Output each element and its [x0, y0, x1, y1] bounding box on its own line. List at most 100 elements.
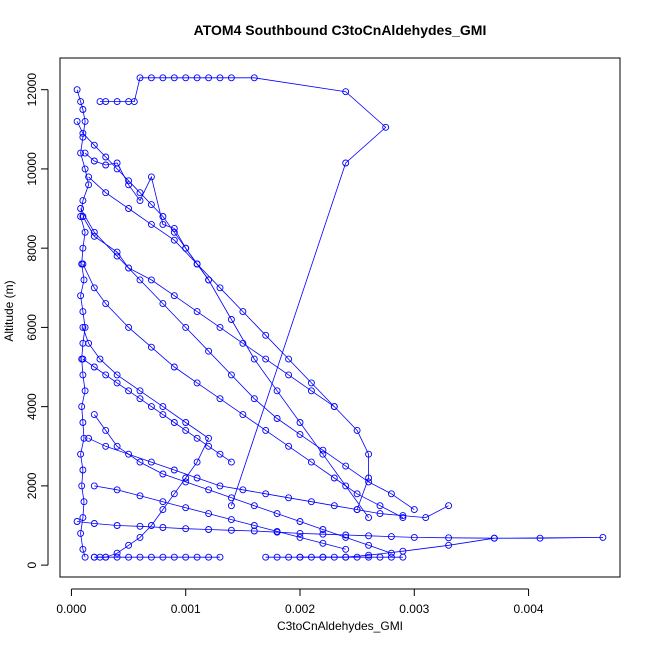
data-point: [353, 490, 361, 498]
data-point: [81, 117, 89, 125]
data-point: [79, 308, 87, 316]
data-point: [81, 228, 89, 236]
series-15: [79, 355, 235, 466]
data-point: [170, 553, 178, 561]
y-axis: 0 2000 4000 6000 8000 10000 12000: [25, 73, 49, 568]
data-point: [90, 284, 98, 292]
x-tick-label: 0.004: [514, 602, 544, 616]
data-point: [227, 494, 235, 502]
data-point: [90, 228, 98, 236]
data-point: [77, 149, 85, 157]
data-point: [205, 553, 213, 561]
data-point: [147, 220, 155, 228]
data-point: [170, 419, 178, 426]
data-point: [102, 371, 110, 379]
data-point: [227, 371, 235, 379]
data-point: [342, 482, 350, 490]
data-point: [85, 339, 93, 347]
chart-title: ATOM4 Southbound C3toCnAldehydes_GMI: [194, 22, 487, 38]
data-point: [273, 553, 281, 561]
data-point: [79, 197, 87, 205]
data-point: [79, 545, 87, 553]
series-6: [79, 260, 407, 522]
data-point: [330, 553, 338, 561]
data-point: [387, 549, 395, 557]
data-point: [353, 553, 361, 561]
data-point: [205, 434, 213, 442]
data-point: [136, 197, 144, 205]
data-point: [182, 504, 190, 512]
data-point: [330, 502, 338, 510]
data-point: [96, 355, 104, 363]
data-point: [273, 387, 281, 395]
data-point: [147, 173, 155, 181]
data-point: [250, 527, 258, 535]
data-point: [90, 232, 98, 240]
data-point: [81, 323, 89, 331]
data-point: [136, 553, 144, 561]
data-point: [113, 549, 121, 557]
data-point: [77, 213, 85, 220]
data-point: [273, 415, 281, 422]
data-point: [90, 141, 98, 149]
data-point: [113, 248, 121, 256]
data-point: [445, 534, 453, 542]
series-line: [77, 521, 603, 558]
data-point: [125, 553, 133, 561]
series-10: [79, 213, 338, 411]
data-point: [319, 526, 327, 533]
data-point: [250, 355, 258, 363]
x-tick-label: 0.001: [171, 602, 201, 616]
data-point: [319, 539, 327, 547]
data-point: [410, 533, 418, 541]
data-point: [79, 260, 87, 268]
data-point: [113, 371, 121, 379]
data-point: [147, 343, 155, 351]
data-point: [216, 553, 224, 561]
data-point: [102, 189, 110, 197]
data-point: [113, 553, 121, 561]
data-point: [365, 474, 373, 482]
data-point: [216, 395, 224, 403]
data-point: [399, 512, 407, 520]
data-point: [193, 260, 201, 268]
series-5: [81, 149, 373, 522]
data-point: [85, 173, 93, 181]
data-point: [147, 403, 155, 411]
data-point: [81, 553, 89, 561]
data-point: [342, 462, 350, 470]
data-point: [79, 213, 87, 220]
data-point: [136, 189, 144, 197]
data-point: [170, 363, 178, 371]
data-point: [182, 553, 190, 561]
data-point: [285, 494, 293, 502]
data-point: [182, 74, 190, 82]
series-line: [82, 358, 232, 463]
data-point: [307, 387, 315, 395]
data-point: [159, 74, 167, 82]
data-point: [80, 276, 88, 284]
data-point: [77, 529, 85, 537]
data-point: [90, 520, 98, 527]
data-point: [342, 531, 350, 539]
data-point: [365, 553, 373, 561]
data-point: [159, 300, 167, 308]
y-tick-label: 0: [25, 561, 39, 568]
data-point: [130, 98, 138, 106]
data-point: [102, 442, 110, 450]
series-13: [262, 553, 407, 561]
data-point: [136, 458, 144, 466]
data-point: [90, 363, 98, 371]
data-point: [490, 534, 498, 542]
data-point: [365, 551, 373, 559]
data-point: [182, 474, 190, 482]
data-point: [239, 411, 247, 419]
x-tick-label: 0.000: [56, 602, 86, 616]
y-axis-label: Altitude (m): [2, 280, 16, 341]
data-point: [136, 387, 144, 395]
data-point: [193, 458, 201, 466]
data-point: [353, 506, 361, 514]
data-point: [73, 518, 81, 525]
data-point: [365, 450, 373, 458]
data-point: [216, 323, 224, 331]
